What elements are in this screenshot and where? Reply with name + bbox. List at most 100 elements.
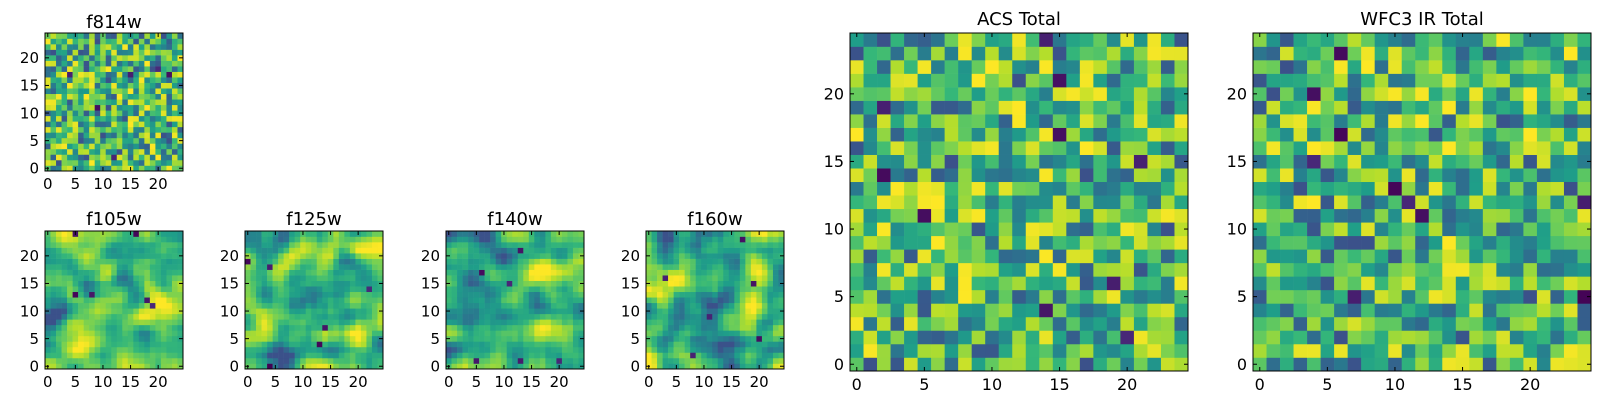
heatmap-cell (67, 302, 73, 309)
heatmap-cell (155, 253, 162, 259)
heatmap-cell (539, 357, 546, 364)
heatmap-cell (1079, 357, 1094, 372)
heatmap-cell (67, 55, 73, 61)
heatmap-cell (567, 324, 574, 331)
heatmap-cell (917, 330, 932, 345)
heatmap-cell (138, 88, 145, 95)
heatmap-cell (166, 77, 173, 83)
heatmap-cell (745, 335, 752, 342)
heatmap-cell (100, 44, 107, 50)
heatmap-cell (877, 357, 891, 372)
heatmap-cell (717, 236, 724, 243)
heatmap-cell (1133, 46, 1148, 61)
heatmap-cell (171, 165, 178, 172)
heatmap-cell (745, 346, 752, 353)
heatmap-cell (1052, 357, 1067, 372)
heatmap-cell (1401, 222, 1416, 237)
heatmap-cell (155, 137, 162, 144)
heatmap-cell (1293, 357, 1308, 372)
heatmap-cell (517, 346, 524, 353)
heatmap-cell (116, 313, 123, 320)
heatmap-cell (1536, 222, 1551, 237)
heatmap-cell (917, 249, 932, 264)
heatmap-cell (171, 60, 178, 67)
heatmap-cell (160, 110, 167, 117)
heatmap-cell (863, 73, 878, 88)
heatmap-cell (728, 357, 735, 364)
heatmap-cell (45, 352, 51, 359)
heatmap-cell (998, 127, 1013, 142)
heatmap-cell (116, 132, 123, 139)
heatmap-cell (578, 297, 585, 304)
heatmap-cell (985, 87, 1000, 101)
heatmap-cell (1066, 343, 1081, 358)
heatmap-cell (294, 291, 301, 298)
heatmap-cell (1025, 33, 1040, 47)
heatmap-cell (267, 275, 273, 281)
heatmap-cell (1012, 46, 1027, 61)
heatmap-cell (122, 132, 129, 139)
heatmap-cell (457, 363, 463, 370)
heatmap-cell (1334, 154, 1348, 169)
heatmap-cell (1320, 276, 1335, 291)
y-tick-label: 15 (621, 275, 640, 293)
heatmap-cell (1025, 249, 1040, 264)
heatmap-cell (100, 341, 107, 348)
heatmap-cell (539, 286, 546, 293)
heatmap-cell (756, 324, 763, 331)
heatmap-cell (877, 222, 891, 237)
heatmap-cell (1415, 316, 1430, 331)
heatmap-cell (561, 247, 568, 254)
heatmap-cell (144, 33, 151, 39)
heatmap-cell (734, 280, 741, 287)
heatmap-cell (512, 269, 519, 276)
heatmap-cell (349, 341, 356, 348)
heatmap-cell (646, 275, 652, 281)
heatmap-cell (668, 335, 674, 342)
heatmap-cell (171, 159, 178, 166)
heatmap-cell (495, 297, 502, 304)
heatmap-cell (1293, 222, 1308, 237)
heatmap-cell (572, 341, 579, 348)
heatmap-cell (1496, 127, 1511, 142)
heatmap-cell (451, 357, 458, 364)
heatmap-cell (517, 236, 524, 243)
heatmap-cell (322, 291, 329, 298)
heatmap-cell (457, 357, 463, 364)
heatmap-cell (283, 297, 290, 304)
heatmap-cell (767, 302, 774, 309)
heatmap-cell (761, 253, 768, 259)
heatmap-cell (272, 236, 279, 243)
heatmap-cell (457, 275, 463, 281)
heatmap-cell (985, 141, 1000, 155)
heatmap-cell (256, 247, 262, 254)
heatmap-cell (761, 242, 768, 248)
heatmap-cell (160, 77, 167, 83)
heatmap-cell (305, 247, 312, 254)
heatmap-cell (490, 236, 496, 243)
heatmap-cell (133, 308, 140, 315)
heatmap-cell (917, 181, 932, 196)
heatmap-cell (1133, 114, 1148, 128)
heatmap-cell (1482, 33, 1497, 47)
heatmap-cell (1025, 343, 1040, 358)
heatmap-cell (160, 335, 167, 342)
heatmap-cell (523, 302, 530, 309)
heatmap-cell (1536, 343, 1551, 358)
heatmap-cell (256, 363, 262, 370)
heatmap-cell (283, 258, 290, 265)
heatmap-cell (734, 330, 741, 337)
heatmap-cell (116, 302, 123, 309)
heatmap-cell (171, 291, 178, 298)
heatmap-cell (311, 308, 318, 315)
heatmap-cell (745, 297, 752, 304)
heatmap-cell (256, 286, 262, 293)
heatmap-cell (78, 363, 84, 370)
heatmap-cell (1401, 127, 1416, 142)
heatmap-cell (534, 236, 541, 243)
heatmap-cell (1066, 154, 1081, 169)
heatmap-cell (545, 346, 552, 353)
heatmap-cell (528, 346, 535, 353)
heatmap-cell (1266, 222, 1281, 237)
heatmap-cell (1428, 114, 1443, 128)
